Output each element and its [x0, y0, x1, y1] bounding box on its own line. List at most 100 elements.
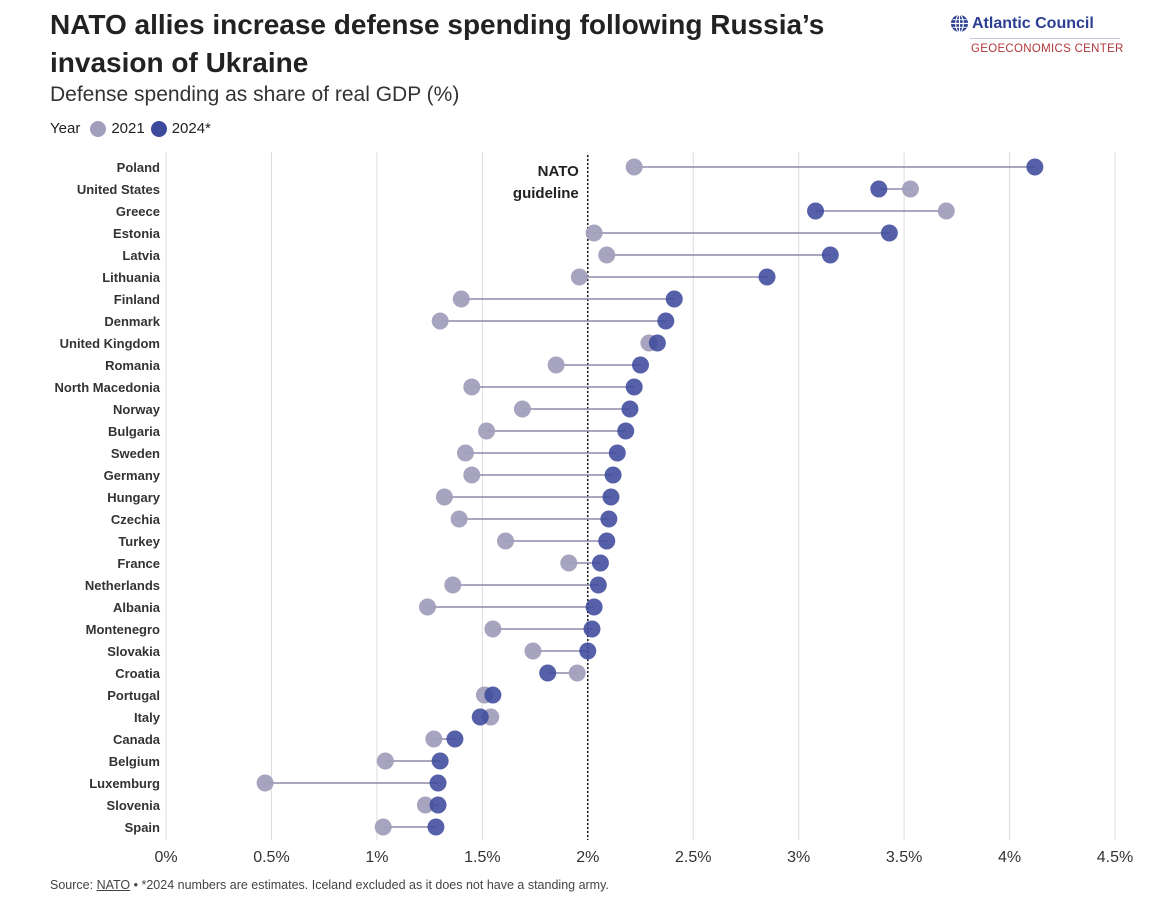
- country-label: Turkey: [118, 534, 160, 549]
- country-label: Sweden: [111, 446, 160, 461]
- point-2024: [471, 708, 489, 726]
- country-label: Albania: [113, 600, 161, 615]
- country-label: United States: [77, 182, 160, 197]
- point-2024: [583, 620, 601, 638]
- x-tick-label: 0%: [154, 849, 177, 866]
- point-2021: [497, 532, 515, 550]
- point-2021: [937, 202, 955, 220]
- point-2024: [880, 224, 898, 242]
- country-label: Latvia: [122, 248, 160, 263]
- point-2024: [484, 686, 502, 704]
- chart-subtitle: Defense spending as share of real GDP (%…: [50, 83, 460, 106]
- point-2024: [608, 444, 626, 462]
- point-2024: [648, 334, 666, 352]
- legend-label-2021: 2021: [111, 120, 145, 137]
- point-2021: [416, 796, 434, 814]
- point-2024: [617, 422, 635, 440]
- x-tick-label: 4%: [998, 849, 1021, 866]
- guideline-label: guideline: [513, 185, 579, 202]
- point-2021: [568, 664, 586, 682]
- point-2021: [425, 730, 443, 748]
- point-2021: [456, 444, 474, 462]
- point-2024: [665, 290, 683, 308]
- footnote: • *2024 numbers are estimates. Iceland e…: [133, 878, 609, 892]
- point-2021: [435, 488, 453, 506]
- point-2021: [625, 158, 643, 176]
- country-label: Poland: [117, 160, 160, 175]
- brand-unit: GEOECONOMICS CENTER: [971, 43, 1124, 55]
- point-2021: [484, 620, 502, 638]
- x-tick-label: 3%: [787, 849, 810, 866]
- x-tick-label: 3.5%: [886, 849, 922, 866]
- point-2021: [452, 290, 470, 308]
- point-2021: [585, 224, 603, 242]
- point-2021: [560, 554, 578, 572]
- point-2024: [429, 796, 447, 814]
- point-2024: [591, 554, 609, 572]
- point-2024: [579, 642, 597, 660]
- point-2021: [598, 246, 616, 264]
- point-2024: [821, 246, 839, 264]
- point-2024: [427, 818, 445, 836]
- point-2021: [444, 576, 462, 594]
- country-label: Denmark: [104, 314, 160, 329]
- country-label: United Kingdom: [60, 336, 160, 351]
- legend-item-2021: 2021: [90, 120, 145, 137]
- point-2021: [570, 268, 588, 286]
- point-2024: [429, 774, 447, 792]
- country-label: Canada: [113, 732, 161, 747]
- x-tick-label: 1%: [365, 849, 388, 866]
- x-tick-label: 4.5%: [1097, 849, 1133, 866]
- source-link[interactable]: NATO: [96, 878, 131, 892]
- country-label: Italy: [134, 710, 161, 725]
- x-tick-label: 1.5%: [464, 849, 500, 866]
- point-2021: [901, 180, 919, 198]
- point-2024: [807, 202, 825, 220]
- point-2021: [431, 312, 449, 330]
- country-label: North Macedonia: [55, 380, 161, 395]
- point-2021: [513, 400, 531, 418]
- point-2024: [632, 356, 649, 374]
- brand-divider: [970, 38, 1120, 39]
- point-2024: [585, 598, 603, 616]
- country-label: Croatia: [115, 666, 161, 681]
- point-2021: [374, 818, 392, 836]
- point-2021: [376, 752, 394, 770]
- point-2024: [431, 752, 449, 770]
- country-label: Luxemburg: [89, 776, 160, 791]
- source-label: Source:: [50, 878, 94, 892]
- x-tick-label: 2%: [576, 849, 599, 866]
- guideline-label: NATO: [538, 163, 579, 180]
- point-2021: [478, 422, 496, 440]
- country-label: Slovenia: [107, 798, 161, 813]
- country-label: Lithuania: [102, 270, 161, 285]
- country-label: Portugal: [107, 688, 160, 703]
- country-label: Finland: [114, 292, 160, 307]
- point-2021: [463, 378, 481, 396]
- point-2024: [600, 510, 618, 528]
- point-2021: [463, 466, 481, 484]
- legend-swatch-2024: [150, 120, 167, 137]
- country-label: Greece: [116, 204, 160, 219]
- country-label: Slovakia: [107, 644, 161, 659]
- legend-swatch-2021: [90, 120, 107, 137]
- point-2024: [621, 400, 639, 418]
- country-label: Germany: [104, 468, 161, 483]
- country-label: Spain: [125, 820, 160, 835]
- chart-title: NATO allies increase defense spending fo…: [50, 9, 825, 78]
- legend-title: Year: [50, 120, 81, 137]
- point-2024: [625, 378, 643, 396]
- point-2024: [657, 312, 675, 330]
- country-label: Montenegro: [86, 622, 160, 637]
- legend-item-2024: 2024*: [150, 120, 211, 137]
- globe-icon: [950, 14, 969, 33]
- point-2024: [604, 466, 622, 484]
- legend: Year 2021 2024*: [50, 120, 217, 137]
- point-2024: [870, 180, 888, 198]
- point-2024: [589, 576, 607, 594]
- point-2021: [419, 598, 437, 616]
- brand-logo: Atlantic Council GEOECONOMICS CENTER: [950, 14, 1125, 55]
- country-label: Bulgaria: [108, 424, 161, 439]
- x-tick-label: 2.5%: [675, 849, 711, 866]
